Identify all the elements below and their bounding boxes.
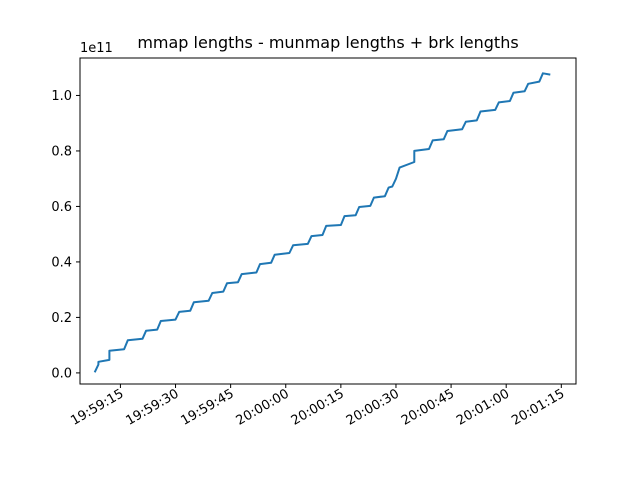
x-tick-label: 20:00:15: [289, 386, 347, 428]
x-tick-label: 20:01:15: [509, 386, 567, 428]
chart-title: mmap lengths - munmap lengths + brk leng…: [137, 33, 518, 52]
series-line-0: [93, 72, 551, 373]
x-tick-label: 19:59:30: [123, 386, 181, 428]
y-tick-label: 0.0: [51, 366, 72, 381]
x-axis-ticks: 19:59:1519:59:3019:59:4520:00:0020:00:15…: [68, 384, 567, 429]
x-tick-label: 20:01:00: [454, 386, 512, 428]
y-axis-ticks: 0.0 0.2 0.4 0.6 0.8 1.0: [51, 89, 80, 381]
x-tick-label: 20:00:30: [344, 386, 402, 428]
y-tick-label: 0.6: [51, 200, 72, 215]
x-tick-label: 20:00:45: [399, 386, 457, 428]
y-tick-label: 0.8: [51, 144, 72, 159]
x-tick-label: 19:59:45: [179, 386, 237, 428]
plot-lines: [93, 72, 551, 373]
x-tick-label: 19:59:15: [68, 386, 126, 428]
x-tick-label: 20:00:00: [234, 386, 292, 428]
y-tick-label: 0.4: [51, 255, 72, 270]
y-axis-offset-label: 1e11: [80, 41, 113, 56]
y-tick-label: 0.2: [51, 311, 72, 326]
plot-frame: [79, 57, 577, 385]
y-tick-label: 1.0: [51, 89, 72, 104]
